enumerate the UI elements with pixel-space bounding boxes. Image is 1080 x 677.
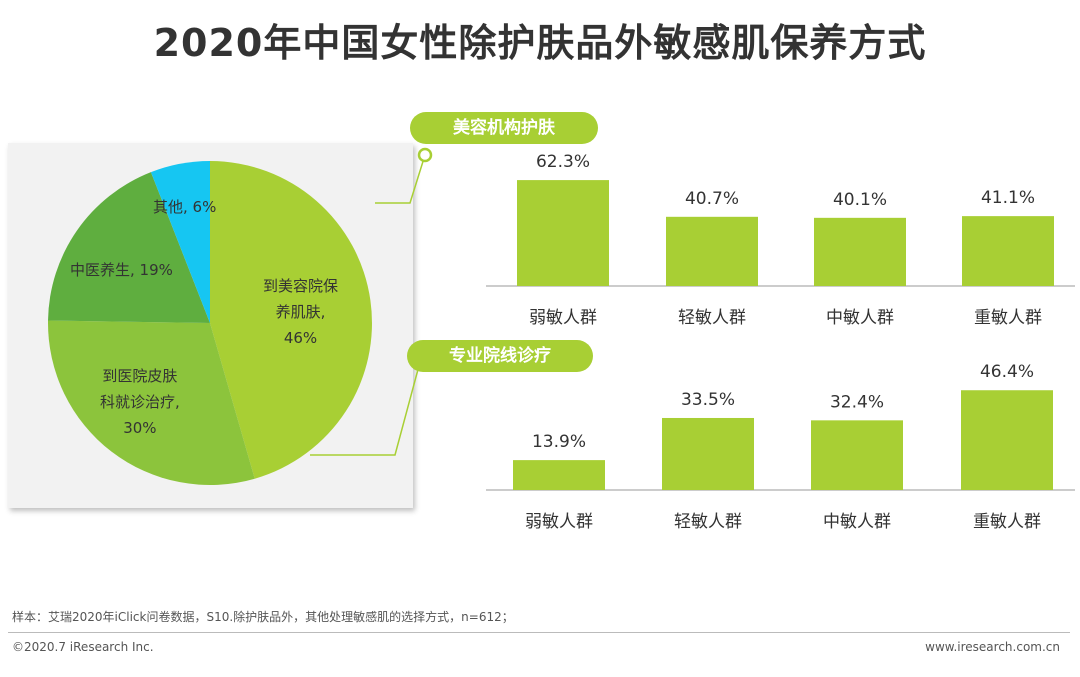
- pie-slice-tcm: [48, 172, 210, 323]
- bar-chart-2-category-label: 中敏人群: [823, 512, 891, 532]
- bar-chart-2-title: 专业院线诊疗: [407, 340, 593, 372]
- bar-chart-1-value-label: 62.3%: [536, 152, 590, 172]
- pie-label-line: 30%: [123, 419, 157, 437]
- bar-chart-1-title: 美容机构护肤: [410, 112, 598, 144]
- bar-chart-2-value-label: 33.5%: [681, 390, 735, 410]
- bar-chart-2-bar: [662, 417, 754, 490]
- bar-chart-2-category-label: 重敏人群: [973, 512, 1041, 532]
- bar-chart-1-bar: [962, 216, 1054, 286]
- bar-chart-1-value-label: 40.1%: [833, 190, 887, 210]
- footnote: 样本：艾瑞2020年iClick问卷数据，S10.除护肤品外，其他处理敏感肌的选…: [12, 610, 514, 624]
- bar-chart-1-category-label: 重敏人群: [974, 308, 1042, 328]
- footer-divider: [8, 632, 1070, 633]
- copyright: ©2020.7 iResearch Inc.: [12, 640, 154, 654]
- bar-chart-1-bar: [666, 216, 758, 286]
- pie-label-line: 养肌肤,: [275, 303, 326, 321]
- bar-chart-1-bar: [814, 217, 906, 286]
- bar-chart-2-value-label: 13.9%: [532, 432, 586, 452]
- pie-label-hospital: 到医院皮肤 科就诊治疗, 30%: [100, 363, 180, 441]
- bar-chart-1-category-label: 中敏人群: [826, 308, 894, 328]
- bar-chart-2-value-label: 46.4%: [980, 362, 1034, 382]
- pie-label-line: 到医院皮肤: [102, 367, 178, 385]
- pie-label-line: 到美容院保: [263, 277, 339, 295]
- bar-chart-2-bar: [961, 390, 1053, 490]
- bar-chart-2-category-label: 弱敏人群: [525, 512, 593, 532]
- pie-label-line: 中医养生, 19%: [70, 261, 173, 279]
- pie-chart-panel: 到美容院保 养肌肤, 46% 到医院皮肤 科就诊治疗, 30% 中医养生, 19…: [8, 143, 413, 508]
- bar-chart-1-value-label: 41.1%: [981, 188, 1035, 208]
- pie-label-beauty-salon: 到美容院保 养肌肤, 46%: [263, 273, 338, 351]
- pie-slice-hospital: [48, 320, 255, 485]
- pie-label-line: 其他, 6%: [153, 198, 217, 216]
- bar-chart-2-category-label: 轻敏人群: [674, 512, 742, 532]
- bar-chart-1-value-label: 40.7%: [685, 189, 739, 209]
- pie-label-other: 其他, 6%: [153, 194, 216, 220]
- pie-label-line: 科就诊治疗,: [100, 393, 180, 411]
- bar-chart-1-bar: [517, 180, 609, 286]
- bar-chart-2-bar: [811, 420, 903, 490]
- bar-chart-2-value-label: 32.4%: [830, 392, 884, 412]
- website-link[interactable]: www.iresearch.com.cn: [925, 640, 1060, 654]
- bar-chart-1-category-label: 轻敏人群: [678, 308, 746, 328]
- page-title: 2020年中国女性除护肤品外敏感肌保养方式: [153, 21, 927, 65]
- pie-chart: [48, 161, 372, 485]
- pie-slice-other: [150, 161, 210, 323]
- bar-chart-1-category-label: 弱敏人群: [529, 308, 597, 328]
- pie-label-tcm: 中医养生, 19%: [70, 257, 173, 283]
- bar-chart-2-bar: [513, 460, 605, 490]
- pie-label-line: 46%: [283, 329, 318, 347]
